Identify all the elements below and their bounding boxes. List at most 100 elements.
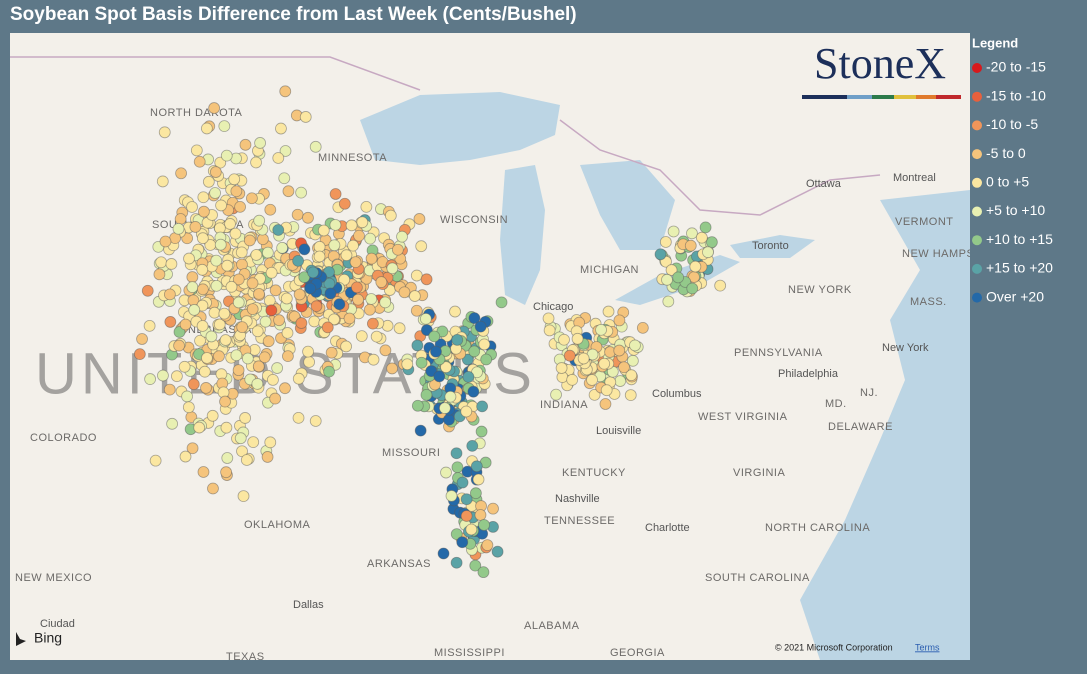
- station-dot[interactable]: [460, 510, 473, 522]
- station-dot[interactable]: [689, 260, 702, 273]
- station-dot[interactable]: [279, 382, 291, 395]
- station-dot[interactable]: [468, 345, 481, 358]
- station-dot[interactable]: [291, 208, 304, 221]
- station-dot[interactable]: [188, 304, 201, 316]
- station-dot[interactable]: [279, 85, 292, 98]
- station-dot[interactable]: [323, 365, 335, 378]
- station-dot[interactable]: [360, 200, 373, 213]
- station-dot[interactable]: [555, 362, 568, 374]
- station-dot[interactable]: [375, 276, 388, 288]
- station-dot[interactable]: [182, 401, 195, 414]
- station-dot[interactable]: [333, 298, 346, 311]
- station-dot[interactable]: [205, 330, 218, 343]
- station-dot[interactable]: [265, 304, 278, 317]
- station-dot[interactable]: [462, 370, 475, 383]
- station-dot[interactable]: [173, 339, 185, 352]
- station-dot[interactable]: [264, 436, 277, 449]
- station-dot[interactable]: [234, 432, 247, 445]
- station-dot[interactable]: [186, 201, 198, 213]
- station-dot[interactable]: [428, 330, 441, 343]
- station-dot[interactable]: [600, 384, 613, 397]
- station-dot[interactable]: [599, 398, 612, 410]
- station-dot[interactable]: [282, 350, 294, 363]
- station-dot[interactable]: [143, 319, 156, 332]
- station-dot[interactable]: [413, 213, 426, 225]
- station-dot[interactable]: [415, 240, 428, 253]
- station-dot[interactable]: [269, 392, 282, 405]
- station-dot[interactable]: [183, 252, 195, 265]
- station-dot[interactable]: [661, 273, 673, 286]
- station-dot[interactable]: [686, 282, 699, 295]
- station-dot[interactable]: [209, 187, 221, 199]
- station-dot[interactable]: [602, 305, 615, 318]
- station-dot[interactable]: [246, 303, 259, 316]
- station-dot[interactable]: [329, 219, 342, 231]
- station-dot[interactable]: [236, 321, 249, 334]
- station-dot[interactable]: [349, 256, 362, 269]
- station-dot[interactable]: [563, 349, 576, 362]
- station-dot[interactable]: [558, 333, 570, 346]
- station-dot[interactable]: [340, 249, 353, 262]
- station-dot[interactable]: [460, 493, 473, 506]
- station-dot[interactable]: [278, 172, 291, 185]
- station-dot[interactable]: [144, 373, 157, 385]
- station-dot[interactable]: [391, 243, 404, 256]
- station-dot[interactable]: [166, 417, 179, 430]
- station-dot[interactable]: [207, 482, 219, 495]
- station-dot[interactable]: [487, 502, 499, 515]
- station-dot[interactable]: [659, 236, 672, 248]
- station-dot[interactable]: [196, 320, 209, 332]
- station-dot[interactable]: [210, 279, 223, 292]
- station-dot[interactable]: [200, 382, 212, 394]
- station-dot[interactable]: [456, 476, 469, 489]
- station-dot[interactable]: [353, 229, 365, 242]
- station-dot[interactable]: [478, 338, 491, 351]
- station-dot[interactable]: [304, 282, 317, 295]
- station-dot[interactable]: [566, 373, 579, 386]
- station-dot[interactable]: [214, 238, 227, 251]
- station-dot[interactable]: [159, 235, 172, 248]
- station-dot[interactable]: [384, 209, 397, 222]
- station-dot[interactable]: [414, 424, 427, 437]
- legend-label[interactable]: 0 to +5: [986, 174, 1029, 190]
- station-dot[interactable]: [262, 335, 275, 348]
- station-dot[interactable]: [328, 239, 341, 252]
- station-dot[interactable]: [478, 519, 490, 531]
- station-dot[interactable]: [379, 344, 392, 357]
- station-dot[interactable]: [253, 214, 266, 227]
- station-dot[interactable]: [321, 321, 334, 334]
- station-dot[interactable]: [665, 264, 678, 276]
- station-dot[interactable]: [302, 345, 314, 358]
- station-dot[interactable]: [613, 344, 626, 357]
- station-dot[interactable]: [264, 203, 277, 216]
- station-dot[interactable]: [295, 317, 308, 329]
- station-dot[interactable]: [451, 334, 464, 346]
- station-dot[interactable]: [220, 149, 233, 162]
- station-dot[interactable]: [196, 232, 209, 245]
- station-dot[interactable]: [194, 334, 206, 347]
- station-dot[interactable]: [258, 351, 271, 364]
- station-dot[interactable]: [595, 323, 607, 336]
- station-dot[interactable]: [667, 225, 680, 238]
- station-dot[interactable]: [308, 315, 321, 328]
- station-dot[interactable]: [271, 362, 284, 374]
- station-dot[interactable]: [272, 152, 285, 164]
- station-dot[interactable]: [170, 370, 183, 383]
- legend-label[interactable]: +5 to +10: [986, 202, 1045, 218]
- station-dot[interactable]: [149, 454, 162, 467]
- station-dot[interactable]: [292, 254, 305, 267]
- station-dot[interactable]: [365, 252, 378, 265]
- station-dot[interactable]: [309, 415, 322, 427]
- station-dot[interactable]: [251, 378, 264, 390]
- station-dot[interactable]: [625, 369, 638, 382]
- station-dot[interactable]: [440, 466, 452, 479]
- station-dot[interactable]: [282, 185, 295, 198]
- station-dot[interactable]: [396, 230, 408, 243]
- station-dot[interactable]: [351, 281, 363, 294]
- station-dot[interactable]: [298, 243, 311, 256]
- station-dot[interactable]: [626, 354, 639, 367]
- station-dot[interactable]: [172, 222, 185, 235]
- station-dot[interactable]: [275, 122, 287, 135]
- station-dot[interactable]: [158, 126, 171, 139]
